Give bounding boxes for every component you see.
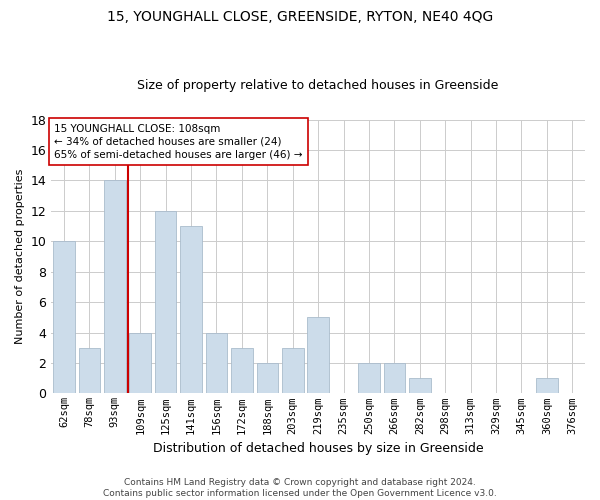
Bar [257, 363, 278, 394]
Bar [307, 318, 329, 394]
Bar [104, 180, 125, 394]
Bar [155, 211, 176, 394]
Bar [206, 332, 227, 394]
Bar [282, 348, 304, 394]
Text: 15 YOUNGHALL CLOSE: 108sqm
← 34% of detached houses are smaller (24)
65% of semi: 15 YOUNGHALL CLOSE: 108sqm ← 34% of deta… [54, 124, 302, 160]
Text: Contains HM Land Registry data © Crown copyright and database right 2024.
Contai: Contains HM Land Registry data © Crown c… [103, 478, 497, 498]
Bar [231, 348, 253, 394]
Bar [180, 226, 202, 394]
Text: 15, YOUNGHALL CLOSE, GREENSIDE, RYTON, NE40 4QG: 15, YOUNGHALL CLOSE, GREENSIDE, RYTON, N… [107, 10, 493, 24]
Bar [536, 378, 557, 394]
Bar [383, 363, 405, 394]
Bar [130, 332, 151, 394]
Bar [358, 363, 380, 394]
Bar [53, 242, 75, 394]
Y-axis label: Number of detached properties: Number of detached properties [15, 169, 25, 344]
Title: Size of property relative to detached houses in Greenside: Size of property relative to detached ho… [137, 79, 499, 92]
Bar [409, 378, 431, 394]
Bar [79, 348, 100, 394]
X-axis label: Distribution of detached houses by size in Greenside: Distribution of detached houses by size … [153, 442, 484, 455]
